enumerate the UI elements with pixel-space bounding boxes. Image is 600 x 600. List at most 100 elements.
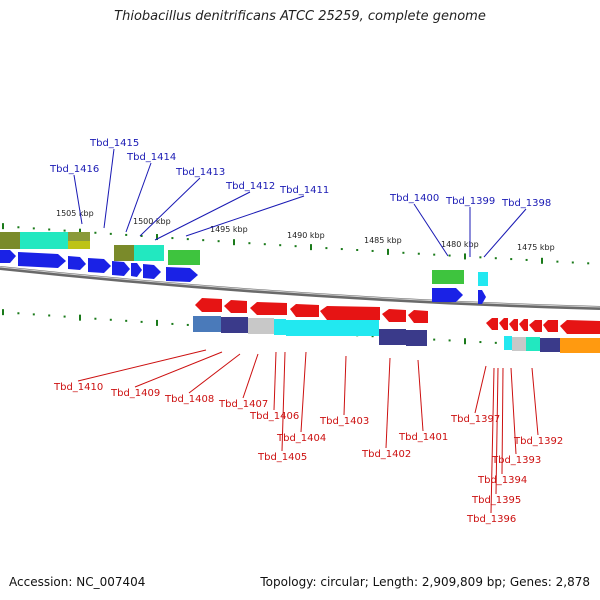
gene-label-tbd-1409[interactable]: Tbd_1409 [110,388,160,399]
gene-label-tbd-1402[interactable]: Tbd_1402 [361,449,411,460]
tick-mark [356,249,359,252]
gene-arrow-tbd-1412 [112,261,130,276]
tick-mark [186,323,189,326]
gene-label-tbd-1398[interactable]: Tbd_1398 [501,198,551,209]
gene-label-tbd-1407[interactable]: Tbd_1407 [218,399,268,410]
tick-mark [263,243,266,246]
gene-label-tbd-1401[interactable]: Tbd_1401 [398,432,448,443]
leader-line [134,351,223,388]
scale-label-1490: 1490 kbp [287,231,325,240]
tick-mark [279,244,282,247]
leader-line [139,177,201,237]
gene-label-tbd-1393[interactable]: Tbd_1393 [491,455,541,466]
genome-backbone-highlight [0,266,600,308]
scale-label-1495: 1495 kbp [210,225,248,234]
gene-arrow-tbd-1393b [543,320,558,332]
gene-label-tbd-1404[interactable]: Tbd_1404 [276,433,326,444]
leader-line [125,162,152,233]
leader-line [300,351,307,433]
tick-mark [171,322,174,325]
tick-mark [125,319,128,322]
forward-gene-arrows [0,250,486,304]
gene-label-tbd-1392[interactable]: Tbd_1392 [513,436,563,447]
tick-mark [325,247,328,250]
tick-mark [556,260,559,263]
gene-arrow-tbd-1402 [382,309,406,322]
tick-mark [171,237,174,240]
tick-mark [571,261,574,264]
gene-arrow-tbd-1415 [18,252,66,268]
tick-mark [371,335,374,338]
forward-feature-band-left [0,232,90,249]
gene-label-tbd-1396[interactable]: Tbd_1396 [466,514,516,525]
tick-mark [17,312,20,315]
accession-text: Accession: NC_007404 [9,575,146,589]
gene-label-tbd-1408[interactable]: Tbd_1408 [164,394,214,405]
leader-line [77,349,207,382]
tick-mark [494,257,497,260]
tick-mark [464,253,466,260]
tick-mark [233,239,235,246]
gene-arrow-tbd-1409 [224,300,247,313]
gene-label-tbd-1397[interactable]: Tbd_1397 [450,414,500,425]
tick-mark [140,320,143,323]
tick-mark [186,238,189,241]
leader-line [490,367,495,514]
label-leaders [73,148,539,514]
tick-mark [417,252,420,255]
genome-backbone [0,266,600,310]
reverse-feature-band-right [504,336,600,353]
tick-mark [17,226,20,229]
gene-label-tbd-1405[interactable]: Tbd_1405 [257,452,307,463]
tick-mark [448,254,451,257]
gene-label-tbd-1400[interactable]: Tbd_1400 [389,193,439,204]
gene-arrow-tbd-1414 [68,256,86,270]
tick-mark [510,258,513,261]
tick-mark [433,338,436,341]
leader-line [73,174,83,225]
gene-label-tbd-1403[interactable]: Tbd_1403 [319,416,369,427]
tick-mark [140,234,143,237]
tick-mark [248,242,251,245]
gene-label-tbd-1410[interactable]: Tbd_1410 [53,382,103,393]
tick-mark [340,248,343,251]
gene-label-tbd-1399[interactable]: Tbd_1399 [445,196,495,207]
gene-arrow-tbd-1394 [519,319,528,331]
gene-label-tbd-1414[interactable]: Tbd_1414 [126,152,176,163]
tick-mark [79,314,81,321]
tick-mark [48,228,51,231]
gene-arrow-tbd-1396 [499,318,508,330]
gene-label-tbd-1411[interactable]: Tbd_1411 [279,185,329,196]
tick-mark [32,313,35,316]
reverse-gene-arrows [195,298,600,334]
gene-arrow-tbd-1397 [486,318,498,330]
scale-label-1480: 1480 kbp [441,240,479,249]
gene-arrow-tbd-1410 [195,298,222,312]
gene-label-tbd-1416[interactable]: Tbd_1416 [49,164,99,175]
gene-arrow-tbd-1416 [0,250,16,263]
tick-mark [2,223,4,230]
gene-label-tbd-1394[interactable]: Tbd_1394 [477,475,527,486]
tick-mark [217,240,220,243]
scale-label-1475: 1475 kbp [517,243,555,252]
gene-label-tbd-1412[interactable]: Tbd_1412 [225,181,275,192]
leader-line [188,353,241,394]
tick-mark [94,317,97,320]
gene-arrow-tbd-1413 [88,258,111,273]
gene-label-tbd-1395[interactable]: Tbd_1395 [471,495,521,506]
gene-arrow-tbd-1401 [408,310,428,323]
scale-ticks-forward [2,223,590,265]
leader-line [242,353,259,399]
tick-mark [156,319,158,326]
gene-label-tbd-1415[interactable]: Tbd_1415 [89,138,139,149]
gene-arrow-tbd-1395 [509,319,518,331]
gene-label-tbd-1413[interactable]: Tbd_1413 [175,167,225,178]
topology-text: Topology: circular; Length: 2,909,809 bp… [260,575,590,589]
gene-label-tbd-1406[interactable]: Tbd_1406 [249,411,299,422]
tick-mark [79,228,81,235]
scale-label-1505: 1505 kbp [56,209,94,218]
tick-mark [63,229,66,232]
gene-arrow-tbd-1400 [432,288,463,302]
gene-arrow-tbd-1406 [290,304,319,317]
